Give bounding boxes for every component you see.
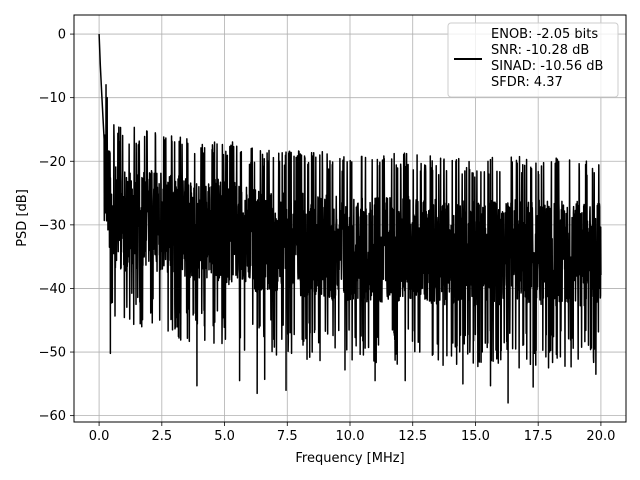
y-tick-label: −40 [39,282,66,297]
x-tick-label: 20.0 [586,429,615,444]
y-tick-label: −20 [39,155,66,170]
legend: ENOB: -2.05 bits SNR: -10.28 dB SINAD: -10… [447,22,619,98]
x-tick-label: 17.5 [524,429,553,444]
x-tick-label: 7.5 [277,429,298,444]
y-tick-label: −50 [39,346,66,361]
x-tick-label: 0.0 [89,429,110,444]
x-tick-label: 2.5 [151,429,172,444]
x-tick-label: 10.0 [336,429,365,444]
legend-label-line: SNR: -10.28 dB [491,43,589,58]
data-series [98,34,602,404]
legend-label: ENOB: -2.05 bits SNR: -10.28 dB SINAD: -10… [491,27,603,90]
x-axis-label: Frequency [MHz] [295,451,404,466]
legend-label-line: SFDR: 4.37 [491,75,563,90]
x-tick-label: 15.0 [461,429,490,444]
legend-label-line: ENOB: -2.05 bits [491,27,598,42]
y-tick-label: −60 [39,409,66,424]
y-tick-label: −30 [39,218,66,233]
y-axis-label: PSD [dB] [15,189,30,247]
legend-label-line: SINAD: -10.56 dB [491,59,603,74]
x-tick-label: 5.0 [214,429,235,444]
x-tick-label: 12.5 [398,429,427,444]
axis-ticks: 0.0 2.5 5.0 7.5 10.0 12.5 15.0 17.5 20.0 0 −10 −20 −… [39,28,616,444]
legend-box [447,22,619,98]
psd-series-line [98,34,602,404]
y-tick-label: −10 [39,91,66,106]
y-tick-label: 0 [58,28,66,43]
